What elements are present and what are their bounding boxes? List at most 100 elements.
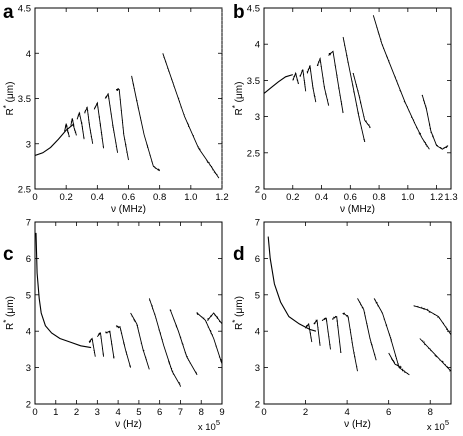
data-point [131,315,133,317]
data-point [108,97,110,100]
data-point [316,322,318,324]
tongue-curve [342,36,366,143]
tongue-curve [76,111,85,140]
data-point [434,354,436,357]
data-point [309,67,311,69]
data-point [306,71,308,73]
x-tick-label: 6 [386,407,391,418]
data-point [121,119,123,121]
tongue-curve [413,305,451,336]
data-point [423,307,425,309]
y-tick-label: 5 [255,290,260,301]
data-point [207,319,209,321]
tongue-5 [342,312,358,372]
data-point [74,131,76,133]
x-tick-label: 9 [219,407,224,418]
data-point [211,165,213,168]
x-axis-unit: (MHz) [119,204,146,215]
data-point [329,344,331,346]
data-point [296,79,298,81]
data-point [371,344,373,346]
tongue-1 [88,337,96,357]
data-point [424,102,426,105]
data-point [81,123,83,125]
data-point [123,342,125,344]
y-tick-label: 4 [26,327,31,338]
y-tick-label: 4.5 [247,4,260,15]
data-point [386,55,388,57]
data-point [309,332,311,334]
x-tick-label: 0.4 [91,192,104,203]
data-point [168,362,170,364]
data-point [201,316,203,318]
data-point [220,361,222,363]
data-point [149,154,151,156]
data-point [319,342,321,344]
data-point [113,356,115,358]
data-point [154,313,156,315]
data-point [359,301,361,303]
x-axis-unit: (Hz) [123,419,142,430]
data-point [203,317,205,319]
data-point [106,96,108,98]
data-point [98,333,100,335]
x-axis-var: ν [115,419,123,430]
data-point [106,95,108,97]
data-point [65,123,67,125]
data-point [406,106,409,108]
data-point [125,145,127,147]
data-point [217,316,219,318]
data-point [68,136,70,138]
data-point [79,115,81,117]
data-point [353,92,355,94]
data-point [179,383,181,385]
data-point [380,38,382,40]
data-point [324,317,326,319]
data-point [423,101,425,103]
data-point [211,315,213,317]
axes-frame [34,221,223,405]
data-point [146,145,148,147]
data-point [353,352,355,354]
panel-label: b [233,2,245,23]
x-scale-exponent: 5 [216,418,220,427]
data-point [178,97,180,99]
x-tick-label: 3 [95,407,100,418]
data-point [323,85,325,87]
data-point [311,82,313,84]
data-point [172,373,174,375]
tongue-5 [93,101,105,149]
data-point [320,61,322,63]
y-axis-label: R* (μm) [2,296,16,330]
data-point [393,362,396,364]
data-point [378,33,380,35]
data-point [313,93,315,95]
data-point [105,96,107,99]
data-point [140,119,142,121]
data-point [341,103,343,105]
x-tick-label: 4 [115,407,120,418]
data-point [139,117,142,119]
data-point [420,135,422,137]
data-point [84,109,86,112]
panel-label: c [3,244,14,265]
data-point [169,366,172,368]
data-point [371,345,373,347]
data-point [390,337,392,339]
data-point [354,356,356,358]
tongue-2 [70,118,77,136]
data-point [380,40,382,42]
data-point [81,121,83,123]
data-point [97,334,100,336]
tongue-curve [105,330,115,359]
data-point [168,70,170,72]
tongue-4 [332,315,342,354]
data-point [445,147,447,149]
data-point [89,341,91,343]
data-point [84,111,86,113]
data-point [311,80,313,82]
data-point [413,305,416,307]
data-point [395,364,397,366]
plot-area [264,15,449,150]
data-point [149,300,151,302]
